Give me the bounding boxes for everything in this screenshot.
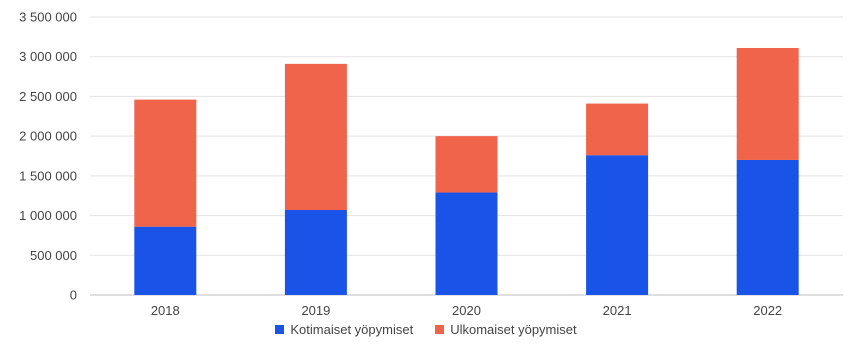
y-tick-label: 2 000 000 [19, 129, 77, 144]
bar-ulkomaiset-2021 [586, 103, 649, 156]
stacked-bar-chart: 0 500 000 1 000 000 1 500 000 2 000 000 2 500… [19, 10, 843, 318]
legend-label-ulkomaiset: Ulkomaiset yöpymiset [450, 322, 577, 337]
y-tick-label: 2 500 000 [19, 89, 77, 104]
legend-label-kotimaiset: Kotimaiset yöpymiset [290, 322, 414, 337]
legend-item-kotimaiset: Kotimaiset yöpymiset [275, 322, 413, 337]
bar-ulkomaiset-2019 [284, 63, 347, 211]
x-tick-label: 2022 [753, 303, 782, 318]
legend: Kotimaiset yöpymiset Ulkomaiset yöpymise… [0, 322, 852, 337]
y-axis-ticks: 0 500 000 1 000 000 1 500 000 2 000 000 2 500… [19, 10, 77, 303]
bar-kotimaiset-2022 [736, 159, 799, 295]
bar-kotimaiset-2019 [284, 210, 347, 295]
bar-ulkomaiset-2020 [435, 136, 498, 193]
y-tick-label: 1 000 000 [19, 208, 77, 223]
y-tick-label: 500 000 [30, 248, 77, 263]
bar-kotimaiset-2020 [435, 192, 498, 295]
y-tick-label: 0 [70, 288, 77, 303]
bars [134, 47, 799, 295]
y-tick-label: 3 000 000 [19, 49, 77, 64]
bar-ulkomaiset-2018 [134, 99, 197, 227]
legend-swatch-kotimaiset [275, 325, 285, 334]
bar-kotimaiset-2021 [586, 155, 649, 295]
y-tick-label: 1 500 000 [19, 168, 77, 183]
x-axis-ticks: 2018 2019 2020 2021 2022 [151, 303, 782, 318]
x-tick-label: 2018 [151, 303, 180, 318]
y-tick-label: 3 500 000 [19, 10, 77, 25]
legend-item-ulkomaiset: Ulkomaiset yöpymiset [435, 322, 577, 337]
x-tick-label: 2019 [301, 303, 330, 318]
x-tick-label: 2021 [603, 303, 632, 318]
x-tick-label: 2020 [452, 303, 481, 318]
bar-ulkomaiset-2022 [736, 47, 799, 160]
legend-swatch-ulkomaiset [435, 325, 445, 334]
bar-kotimaiset-2018 [134, 226, 197, 295]
